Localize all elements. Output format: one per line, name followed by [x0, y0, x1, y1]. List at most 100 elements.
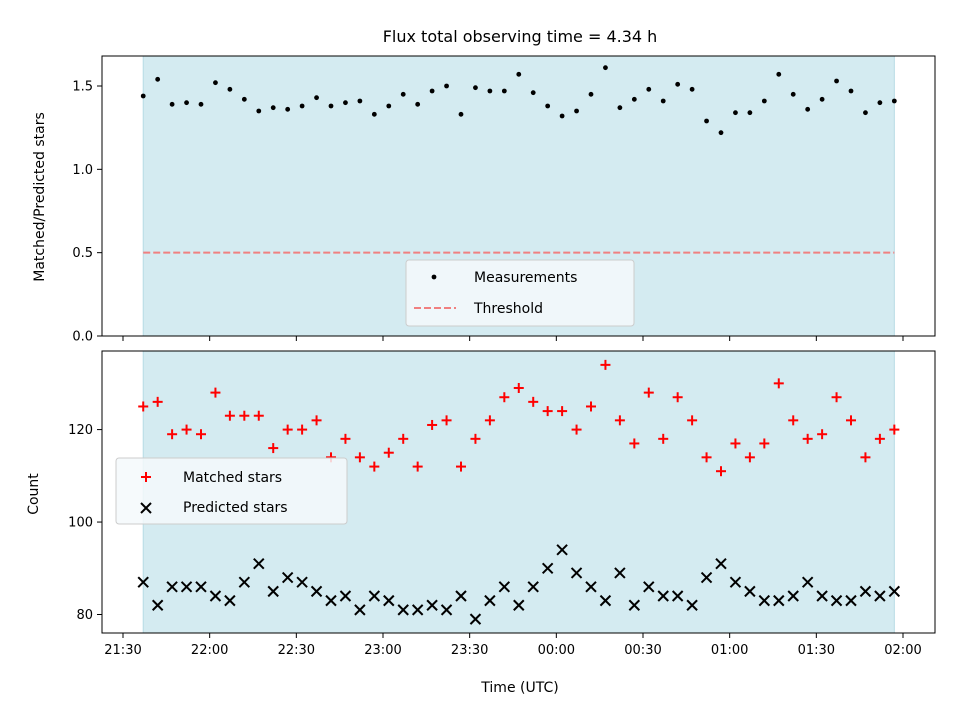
predicted-stars-point [744, 585, 756, 598]
x-tick-label: 01:30 [798, 643, 835, 658]
measurement-point [314, 95, 319, 101]
predicted-stars-point [209, 590, 222, 602]
legend-box [115, 457, 348, 525]
matched-stars-point [557, 406, 568, 417]
matched-stars-point [802, 433, 813, 444]
measurement-point [733, 110, 738, 116]
measurement-point [891, 98, 897, 104]
measurement-point [357, 98, 363, 104]
measurement-point [227, 86, 233, 92]
predicted-stars-point [729, 576, 742, 588]
matched-stars-point [701, 452, 712, 463]
x-tick-label: 01:00 [711, 643, 748, 658]
matched-stars-point [846, 415, 856, 426]
matched-stars-point [744, 452, 755, 463]
predicted-stars-point [830, 594, 843, 607]
matched-stars-point [152, 396, 163, 407]
predicted-stars-point [527, 581, 539, 593]
matched-stars-point [643, 387, 654, 398]
x-tick-label: 22:30 [278, 643, 315, 658]
matched-stars-point [730, 438, 741, 449]
legend-box [405, 259, 635, 327]
measurement-point [747, 110, 753, 116]
y-tick-label: 80 [76, 608, 93, 623]
predicted-stars-point [787, 590, 799, 602]
measurement-point [241, 96, 247, 102]
measurement-point [545, 103, 551, 109]
predicted-stars-point [469, 613, 482, 625]
predicted-stars-point [585, 581, 597, 593]
matched-stars-point [759, 438, 770, 449]
measurement-point [848, 88, 854, 94]
predicted-stars-point [888, 585, 901, 598]
measurement-point [877, 100, 883, 106]
measurement-point [689, 86, 695, 92]
legend: Matched stars Predicted stars [115, 457, 348, 525]
measurement-point [400, 91, 406, 97]
legend-measurement-marker [431, 274, 437, 280]
x-tick-label: 02:00 [884, 643, 921, 658]
predicted-stars-point [484, 594, 496, 607]
predicted-stars-point [758, 594, 771, 607]
top-y-axis-label: Matched/Predicted stars [32, 112, 48, 282]
matched-stars-point [239, 410, 250, 421]
matched-stars-point [658, 433, 669, 444]
measurement-point [487, 88, 493, 94]
measurement-point [415, 101, 421, 107]
matched-stars-point [687, 415, 698, 426]
measurement-point [863, 110, 868, 116]
measurement-point [834, 78, 839, 84]
predicted-stars-point [411, 604, 424, 616]
matched-stars-point [181, 424, 192, 435]
matched-stars-point [412, 461, 423, 472]
predicted-stars-point [296, 576, 308, 588]
predicted-stars-point [426, 599, 438, 611]
matched-stars-point [614, 415, 625, 426]
predicted-stars-point [686, 599, 698, 611]
matched-stars-point [817, 429, 828, 440]
predicted-stars-point [556, 544, 568, 556]
measurement-point [559, 113, 565, 119]
predicted-stars-point [151, 599, 164, 611]
matched-stars-point [629, 438, 640, 449]
matched-stars-point [874, 433, 885, 444]
predicted-stars-point [874, 590, 886, 602]
x-tick-label: 23:30 [451, 643, 488, 658]
y-tick-label: 1.5 [72, 80, 93, 95]
predicted-stars-point [845, 594, 857, 607]
matched-stars-point [427, 419, 438, 430]
predicted-stars-point [281, 571, 294, 584]
y-tick-label: 0.0 [72, 330, 93, 345]
predicted-stars-point [440, 604, 453, 616]
measurement-point [198, 101, 204, 107]
legend-label-threshold: Threshold [473, 301, 543, 317]
predicted-stars-point [238, 576, 251, 588]
measurement-point [444, 83, 449, 89]
predicted-stars-point [643, 581, 655, 593]
predicted-stars-point [570, 567, 583, 579]
matched-stars-point [528, 396, 539, 407]
measurement-point [516, 71, 522, 77]
measurement-point [588, 91, 594, 97]
predicted-stars-point [310, 585, 323, 598]
matched-stars-point [138, 401, 149, 412]
legend: Measurements Threshold [405, 259, 635, 327]
measurement-point [285, 106, 291, 112]
matched-stars-point [398, 433, 409, 444]
measurement-point [660, 98, 666, 104]
y-tick-label: 120 [68, 423, 93, 438]
x-tick-label: 21:30 [104, 643, 141, 658]
predicted-stars-point [137, 576, 149, 588]
matched-stars-point [470, 433, 481, 444]
measurement-point [270, 105, 276, 111]
measurement-point [458, 111, 464, 117]
predicted-stars-point [354, 604, 366, 616]
ratio-panel: 0.0 0.5 1.0 1.5 Measurements Threshold [72, 55, 936, 345]
matched-stars-point [224, 410, 235, 421]
matched-stars-point [340, 433, 351, 444]
matched-stars-point [542, 406, 553, 417]
predicted-stars-point [397, 604, 409, 616]
matched-stars-point [672, 392, 683, 403]
measurement-point [790, 91, 796, 97]
